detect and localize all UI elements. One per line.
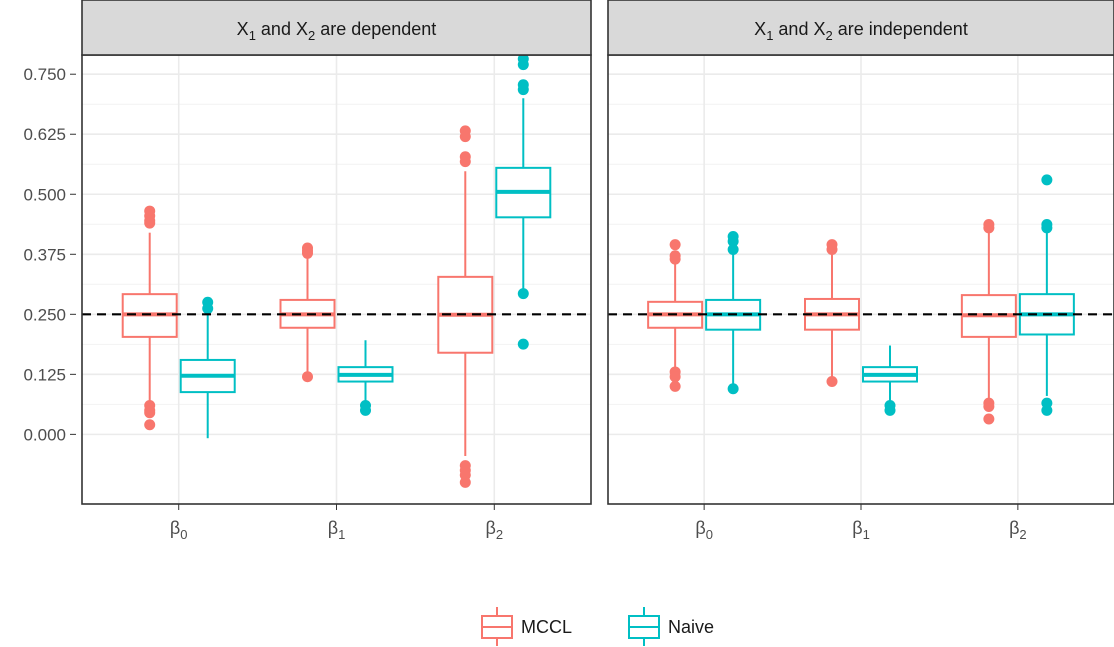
y-tick-label: 0.125 <box>23 365 66 384</box>
outlier-point <box>302 247 313 259</box>
box-β0-naive <box>179 296 236 439</box>
facet-strip <box>81 0 592 56</box>
outlier-point <box>826 243 838 255</box>
outlier-point <box>459 131 471 143</box>
outlier-point <box>144 407 156 419</box>
outlier-point <box>517 59 529 71</box>
outlier-point <box>826 376 838 388</box>
box-β1-naive <box>337 340 394 416</box>
outlier-point <box>727 243 739 255</box>
x-tick-label: β0 <box>170 518 188 542</box>
box-β1-naive <box>862 345 918 416</box>
x-tick-label: β2 <box>1009 518 1027 542</box>
legend-item-mccl: MCCL <box>481 607 572 646</box>
outlier-point <box>669 371 681 383</box>
box-β0-mccl <box>121 205 178 431</box>
outlier-point <box>302 371 313 383</box>
x-tick-label: β1 <box>852 518 870 542</box>
legend-label: Naive <box>668 617 714 637</box>
outlier-point <box>1041 174 1053 186</box>
x-tick-label: β0 <box>695 518 713 542</box>
y-tick-label: 0.625 <box>23 125 66 144</box>
y-tick-label: 0.000 <box>23 425 66 444</box>
outlier-point <box>884 404 896 416</box>
box-β2-mccl <box>960 219 1017 425</box>
outlier-point <box>669 239 681 251</box>
outlier-point <box>517 84 529 96</box>
facet-strip <box>607 0 1114 56</box>
outlier-point <box>517 338 529 350</box>
outlier-point <box>517 288 529 300</box>
outlier-point <box>727 383 739 395</box>
outlier-point <box>360 404 371 416</box>
x-tick-label: β2 <box>485 518 503 542</box>
outlier-point <box>983 401 995 413</box>
outlier-point <box>144 217 156 229</box>
y-tick-label: 0.250 <box>23 305 66 324</box>
y-tick-label: 0.375 <box>23 245 66 264</box>
outlier-point <box>727 235 739 247</box>
facet-title: X1 and X2 are independent <box>754 19 968 43</box>
outlier-point <box>983 222 995 234</box>
outlier-point <box>1041 222 1053 234</box>
outlier-point <box>669 253 681 265</box>
outlier-point <box>983 413 995 425</box>
outlier-point <box>459 156 471 168</box>
outlier-point <box>459 476 471 488</box>
outlier-point <box>144 419 156 431</box>
outlier-point <box>202 303 214 315</box>
facet-title: X1 and X2 are dependent <box>237 19 437 43</box>
outlier-point <box>1041 404 1053 416</box>
legend-label: MCCL <box>521 617 572 637</box>
y-tick-label: 0.500 <box>23 185 66 204</box>
legend-item-naive: Naive <box>628 607 714 646</box>
outlier-point <box>669 380 681 392</box>
box-β2-naive <box>495 53 552 350</box>
x-tick-label: β1 <box>328 518 346 542</box>
y-tick-label: 0.750 <box>23 65 66 84</box>
